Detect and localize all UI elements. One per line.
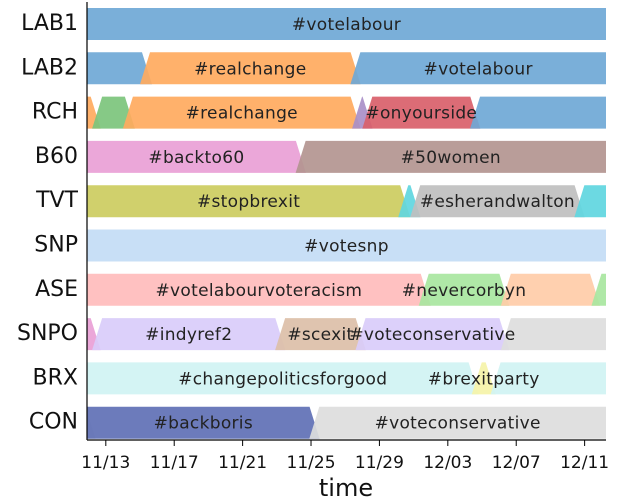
segment-label: #stopbrexit [197,192,300,212]
segment-label: #brexitparty [428,369,540,389]
segment [122,96,361,129]
segment [87,185,411,218]
segment-label: #voteconservative [375,414,541,434]
row-label: RCH [32,100,78,125]
row-label: LAB2 [21,55,78,80]
segment-label: #votelabour [424,59,533,79]
labels: #votelabour #realchange #votelabour #realch… [145,15,575,434]
segment-label: #votelabour [292,15,401,35]
segment-label: #onyourside [365,104,477,124]
row-label: B60 [35,144,78,169]
segment [500,273,601,306]
row-label: ASE [35,277,78,302]
x-axis-label: time [319,474,373,502]
segment [350,52,606,85]
segment-label: #scexit [287,325,353,345]
x-tick-label: 12/11 [560,453,609,473]
segment [418,273,510,306]
segment [362,96,481,129]
segment-label: #votelabourvoteracism [156,281,363,301]
segment-label: #indyref2 [145,325,232,345]
row-label: CON [29,410,78,435]
x-tick-label: 11/13 [81,453,130,473]
segment [500,318,606,351]
segment [87,52,152,85]
segment [295,140,606,173]
segment [355,318,510,351]
row-label: BRX [33,365,78,390]
segment [87,362,479,395]
segment [92,96,135,129]
x-tick-label: 11/21 [218,453,267,473]
segment [470,96,606,129]
segment-label: #changepoliticsforgood [178,369,387,389]
segment [87,140,306,173]
row-label: SNP [34,233,78,258]
x-tick-label: 12/07 [492,453,541,473]
segment-label: #backto60 [148,148,244,168]
x-tick-label: 12/03 [423,453,472,473]
row-label: TVT [35,188,78,213]
segment [87,8,606,40]
segment-label: #esherandwalton [420,192,575,212]
x-tick-label: 11/29 [355,453,404,473]
x-tick-label: 11/25 [287,453,336,473]
segment [471,362,496,395]
x-tick-label: 11/17 [150,453,199,473]
row-label: LAB1 [21,11,78,36]
segment [574,185,606,218]
segment [87,406,320,439]
segment-label: #voteconservative [349,325,515,345]
row-label: SNPO [17,321,78,346]
segment-label: #50women [401,148,501,168]
plot-area [87,8,606,439]
segment [87,229,606,262]
segment-label: #realchange [186,104,298,124]
segment-label: #votesnp [304,237,389,257]
segment [410,185,585,218]
segment [92,318,286,351]
segment [275,318,366,351]
segment [87,273,431,306]
segment [490,362,606,395]
segment [591,273,606,306]
segment-label: #backboris [154,414,253,434]
segment [140,52,361,85]
segment [309,406,606,439]
segment-label: #realchange [194,59,306,79]
segment-label: #nevercorbyn [402,281,527,301]
